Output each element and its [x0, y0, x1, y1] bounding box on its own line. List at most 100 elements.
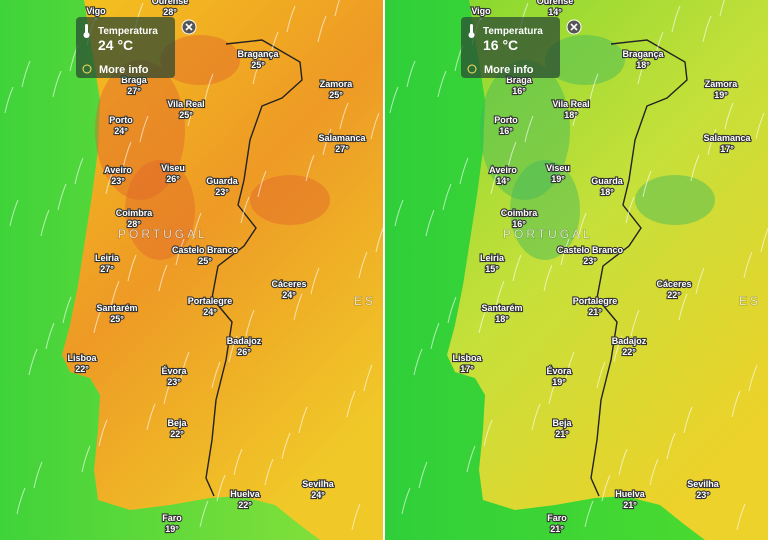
city-dot: [175, 429, 179, 433]
city-dot: [557, 377, 561, 381]
city-dot: [168, 7, 172, 11]
wind-streak: [310, 267, 320, 295]
wind-streak: [507, 141, 517, 169]
close-button[interactable]: [181, 19, 197, 35]
wind-streak: [683, 406, 693, 434]
close-x: [185, 23, 193, 31]
city-name: Ourense: [537, 0, 574, 6]
wind-streak: [413, 348, 423, 376]
city-temp: 23°: [583, 256, 597, 266]
terrain-patch: [95, 60, 185, 200]
wind-streak: [52, 70, 62, 98]
thermometer-icon: [85, 24, 88, 34]
terrain-patch: [635, 175, 715, 225]
wind-streak: [490, 167, 500, 195]
city-name: Bragança: [237, 49, 279, 59]
city-dot: [605, 187, 609, 191]
country-label: PORTUGAL: [118, 227, 208, 241]
city-temp: 22°: [75, 364, 89, 374]
country-border: [205, 39, 303, 497]
wind-streak: [199, 500, 209, 528]
info-icon: [82, 64, 92, 74]
city-name: Portalegre: [188, 296, 233, 306]
wind-streak: [257, 170, 267, 198]
city-dot: [203, 256, 207, 260]
close-button[interactable]: [566, 19, 582, 35]
city-name: Salamanca: [318, 133, 366, 143]
city-dot: [672, 290, 676, 294]
wind-streak: [163, 377, 173, 405]
thermometer-bulb: [468, 32, 475, 38]
city-name: Bragança: [622, 49, 664, 59]
popup-value: 24 °C: [98, 37, 133, 53]
wind-streak: [707, 128, 717, 156]
wind-streak: [596, 361, 606, 389]
city-name: Viseu: [161, 163, 185, 173]
city-dot: [220, 187, 224, 191]
city-name: Badajoz: [612, 336, 647, 346]
city-name: Aveiro: [489, 165, 517, 175]
wind-streak: [62, 296, 72, 324]
terrain-patch: [545, 35, 625, 85]
city-name: Zamora: [320, 79, 354, 89]
country-label: ES: [739, 294, 761, 308]
city-temp: 21°: [550, 524, 564, 534]
wind-streak: [33, 461, 43, 489]
city-dot: [105, 264, 109, 268]
city-temp: 27°: [100, 264, 114, 274]
wind-streak: [536, 0, 539, 4]
city-temp: 19°: [552, 377, 566, 387]
city-temp: 16°: [512, 86, 526, 96]
terrain-patch: [125, 160, 195, 260]
city-temp: 25°: [179, 110, 193, 120]
wind-streak: [298, 406, 308, 434]
city-dot: [504, 126, 508, 130]
city-name: Vigo: [86, 6, 106, 16]
city-temp: 28°: [163, 7, 177, 17]
wind-streak: [724, 102, 734, 130]
thermometer-icon: [470, 24, 473, 34]
more-info-link[interactable]: More info: [99, 64, 149, 76]
city-temp: 24°: [282, 290, 296, 300]
city-name: Porto: [494, 115, 518, 125]
wind-streak: [28, 348, 38, 376]
city-temp: 24°: [203, 307, 217, 317]
wind-streak: [245, 309, 255, 337]
wind-streak: [466, 445, 476, 473]
wind-streak: [233, 448, 243, 476]
city-name: Guarda: [206, 176, 239, 186]
city-temp: 19°: [714, 90, 728, 100]
wind-streak: [151, 0, 154, 4]
wind-streak: [589, 73, 599, 101]
city-name: Badajoz: [227, 336, 262, 346]
city-temp: 24°: [114, 126, 128, 136]
wind-streak: [483, 419, 493, 447]
wind-streak: [375, 227, 383, 253]
city-dot: [553, 7, 557, 11]
wind-streak: [98, 419, 108, 447]
city-dot: [316, 490, 320, 494]
city-name: Castelo Branco: [557, 245, 624, 255]
popup-title: Temperatura: [98, 26, 158, 37]
city-name: Leiria: [480, 253, 505, 263]
city-temp: 24°: [311, 490, 325, 500]
city-dot: [132, 86, 136, 90]
wind-streak: [642, 170, 652, 198]
info-icon: [467, 64, 477, 74]
wind-streak: [731, 390, 741, 418]
city-temp: 25°: [198, 256, 212, 266]
city-temp: 22°: [238, 500, 252, 510]
wind-streak: [637, 57, 647, 85]
wind-streak: [351, 503, 361, 531]
city-name: Leiria: [95, 253, 120, 263]
city-name: Vila Real: [552, 99, 589, 109]
more-info-link[interactable]: More info: [484, 64, 534, 76]
city-name: Huelva: [230, 489, 261, 499]
city-dot: [132, 219, 136, 223]
city-temp: 16°: [499, 126, 513, 136]
wind-streak: [389, 86, 399, 114]
wind-streak: [736, 503, 746, 531]
wind-streak: [543, 264, 553, 292]
city-dot: [287, 290, 291, 294]
